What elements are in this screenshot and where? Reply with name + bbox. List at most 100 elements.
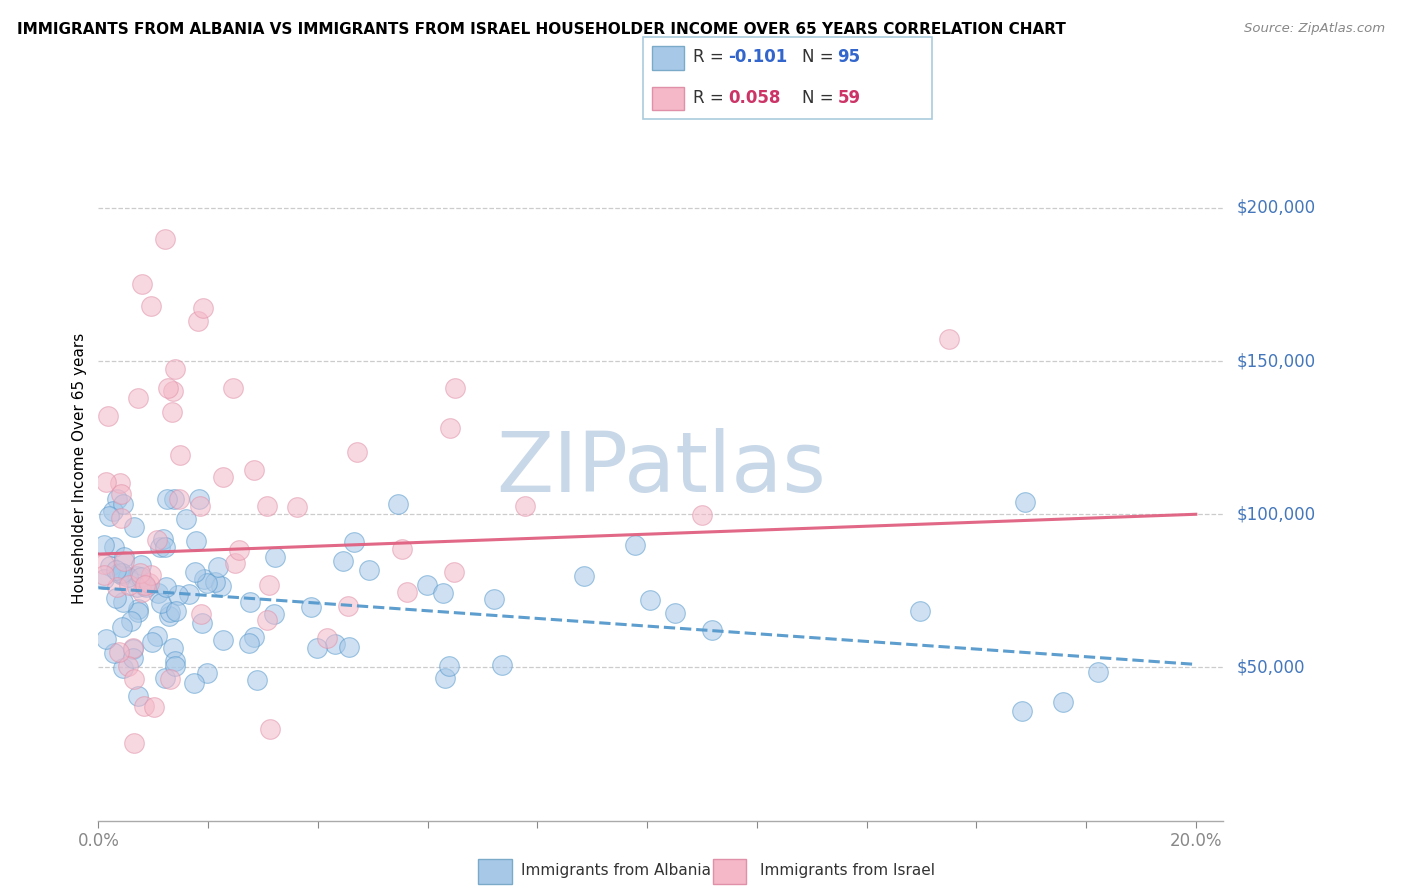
Text: IMMIGRANTS FROM ALBANIA VS IMMIGRANTS FROM ISRAEL HOUSEHOLDER INCOME OVER 65 YEA: IMMIGRANTS FROM ALBANIA VS IMMIGRANTS FR… [17,22,1066,37]
Point [93,568,115,582]
Point [110,487,132,501]
Point [122,641,145,656]
Point [638,592,661,607]
Point [165,604,187,618]
Point [211,470,233,484]
Point [690,508,713,523]
Point [122,641,145,656]
Point [197,665,219,680]
Point [163,491,186,506]
Point [117,570,139,584]
Point [491,658,513,673]
Point [111,568,134,582]
Text: 59: 59 [838,89,860,107]
Point [167,588,190,602]
Point [623,538,645,552]
Point [190,607,212,621]
Point [183,676,205,690]
Point [139,299,162,313]
Point [434,671,457,685]
Point [246,673,269,687]
Point [98,559,121,574]
Point [155,580,177,594]
Point [128,566,150,581]
Point [163,654,186,668]
Point [222,381,245,395]
Point [515,500,537,514]
Point [188,499,211,513]
Point [131,277,153,292]
Point [256,613,278,627]
Point [391,542,413,557]
Point [239,595,262,609]
Point [444,381,467,395]
Point [1087,665,1109,680]
Point [97,409,120,424]
Point [259,722,281,736]
Point [134,579,156,593]
Point [177,587,200,601]
Text: $200,000: $200,000 [1237,199,1316,217]
Point [316,632,339,646]
Point [156,380,179,394]
Point [142,699,165,714]
Point [111,660,134,674]
Text: $50,000: $50,000 [1237,658,1306,676]
Point [127,690,149,704]
Point [395,585,418,599]
Point [138,575,160,590]
Point [141,634,163,648]
Point [1011,704,1033,718]
Point [103,504,125,518]
Point [162,640,184,655]
Point [146,586,169,600]
Point [149,596,172,610]
Point [432,586,454,600]
Point [110,510,132,524]
Point [482,592,505,607]
Point [156,491,179,506]
Point [228,543,250,558]
Point [127,580,149,594]
Point [938,332,960,346]
Point [105,591,128,605]
Point [191,615,214,630]
Point [242,462,264,476]
Text: Immigrants from Albania: Immigrants from Albania [522,863,711,878]
Point [162,384,184,398]
Point [212,632,235,647]
Point [134,577,156,591]
Text: 95: 95 [838,48,860,66]
Point [120,615,142,629]
Point [167,491,190,506]
Point [159,605,181,619]
Point [238,636,260,650]
Point [134,699,156,714]
Point [257,577,280,591]
Point [129,558,152,572]
Point [146,629,169,643]
Point [174,512,197,526]
Point [191,301,214,315]
Point [153,671,176,685]
Point [153,231,176,245]
Point [242,631,264,645]
Point [122,736,145,750]
Point [299,599,322,614]
Point [127,605,149,619]
Point [572,569,595,583]
Point [108,476,131,491]
Point [207,560,229,574]
Text: N =: N = [801,48,839,66]
Point [169,448,191,462]
Point [93,538,115,552]
Point [1014,495,1036,509]
Text: $150,000: $150,000 [1237,352,1316,370]
Point [664,606,686,620]
Text: Immigrants from Israel: Immigrants from Israel [761,863,935,878]
Point [111,497,134,511]
Point [256,499,278,513]
Point [103,541,125,555]
Point [307,641,329,656]
Point [117,658,139,673]
